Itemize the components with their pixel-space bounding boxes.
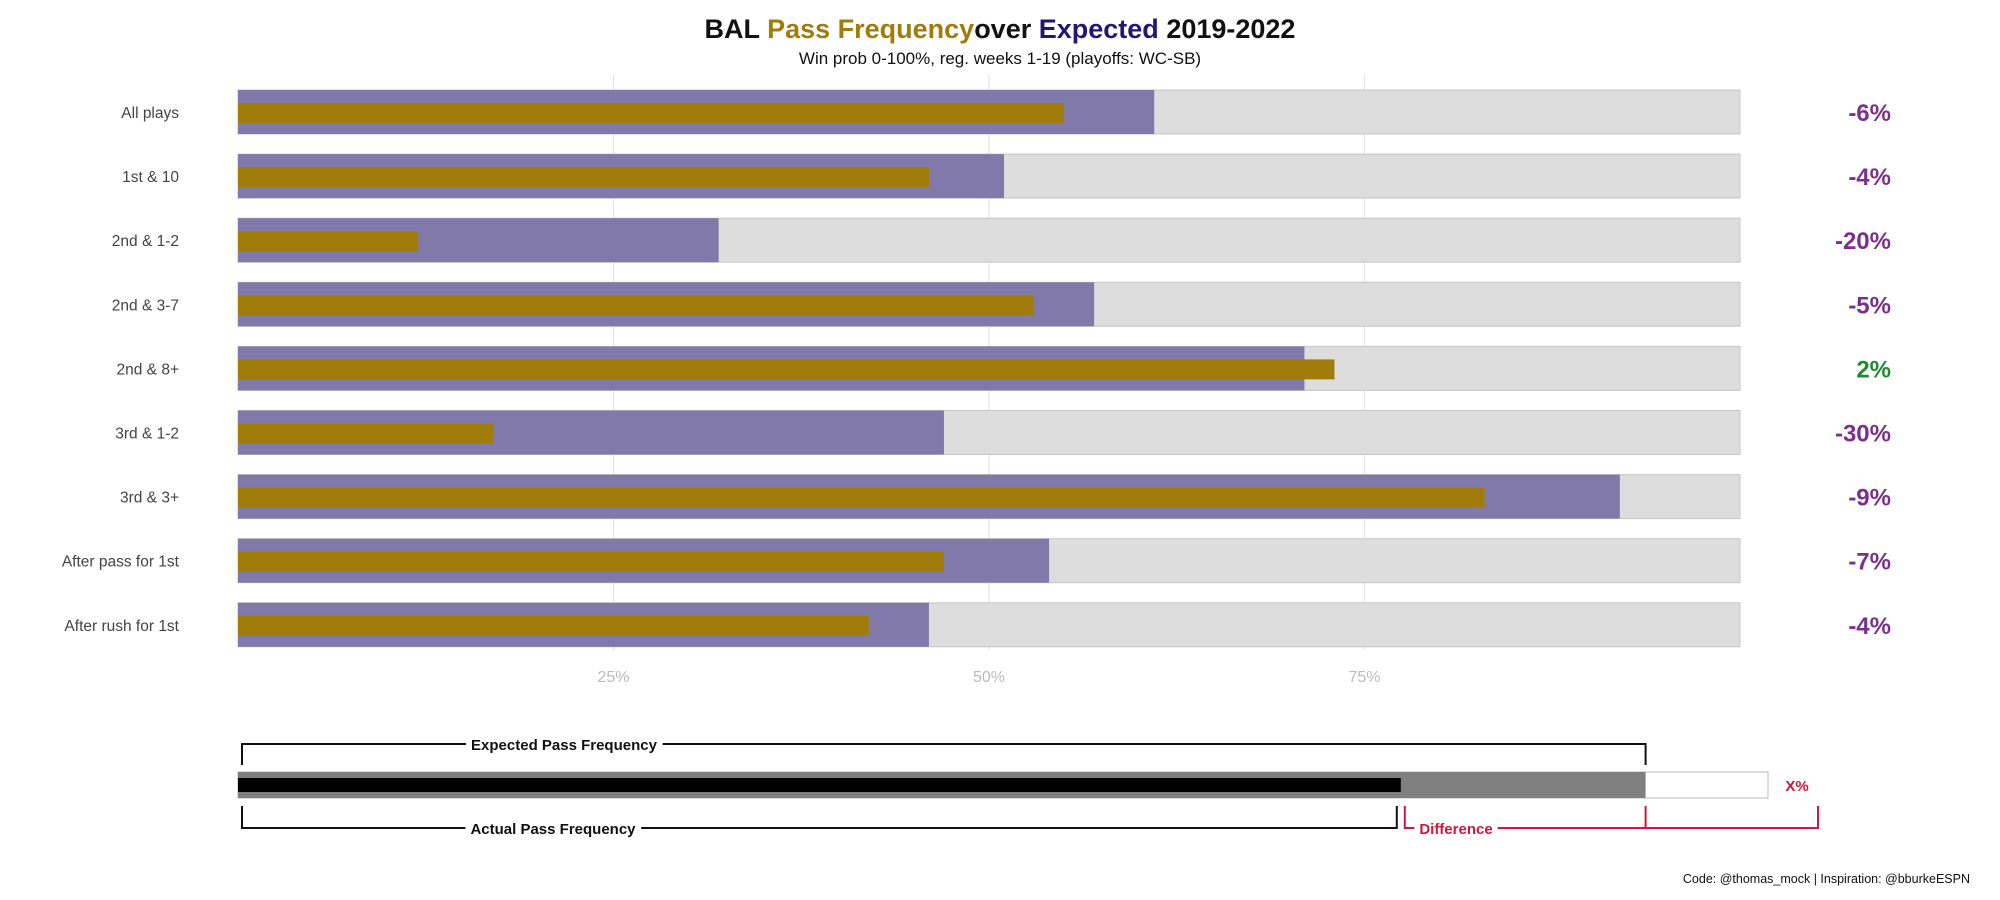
difference-label: 2% [1856, 356, 1891, 383]
category-label: 3rd & 1-2 [115, 426, 179, 443]
legend-label-backdrop [1414, 821, 1498, 838]
difference-label: -9% [1848, 485, 1891, 512]
actual-bar [238, 551, 944, 572]
category-label: 2nd & 8+ [117, 361, 179, 378]
category-label: 1st & 10 [122, 169, 179, 186]
actual-bar [238, 167, 929, 188]
x-tick-label: 50% [973, 669, 1005, 686]
difference-label: -20% [1835, 228, 1891, 255]
legend-label-backdrop [465, 821, 642, 838]
difference-label: -5% [1848, 292, 1891, 319]
title-over: over [974, 14, 1032, 44]
actual-bar [238, 295, 1035, 316]
difference-label: -7% [1848, 549, 1891, 576]
title-expected: Expected [1038, 14, 1159, 44]
x-tick-label: 75% [1348, 669, 1380, 686]
x-tick-label: 25% [597, 669, 629, 686]
legend-value-label: X% [1785, 778, 1808, 795]
title-pass: Pass [767, 14, 831, 44]
legend-actual-bar [238, 778, 1401, 792]
legend-difference-bracket [1403, 806, 1819, 829]
credit-caption: Code: @thomas_mock | Inspiration: @bburk… [1682, 872, 1970, 886]
difference-label: -30% [1835, 421, 1891, 448]
title-frequency: Frequency [837, 14, 975, 44]
category-label: 2nd & 3-7 [112, 297, 179, 314]
legend-actual-bracket [241, 806, 1398, 829]
category-label: After rush for 1st [64, 618, 179, 635]
actual-bars [238, 103, 1485, 636]
category-label: 3rd & 3+ [120, 490, 179, 507]
difference-label: -4% [1848, 613, 1891, 640]
legend-label-backdrop [466, 737, 663, 754]
difference-labels: -6% -4% -20% -5% 2% -30% -9% -7% -4% [1835, 100, 1891, 640]
legend-expected-bracket [241, 743, 1647, 765]
x-axis-ticks: 25% 50% 75% [597, 669, 1380, 686]
chart-subtitle: Win prob 0-100%, reg. weeks 1-19 (playof… [798, 49, 1202, 68]
category-label: After pass for 1st [62, 554, 180, 571]
category-label: 2nd & 1-2 [112, 233, 179, 250]
category-label: All plays [121, 105, 179, 122]
actual-bar [238, 103, 1065, 123]
title-years: 2019-2022 [1166, 14, 1296, 44]
title-team: BAL [704, 14, 760, 44]
actual-bar [238, 359, 1335, 380]
category-labels: All plays 1st & 10 2nd & 1-2 2nd & 3-7 2nd &… [62, 105, 180, 635]
actual-bar [238, 423, 494, 444]
actual-bar [238, 231, 419, 252]
legend-difference-label: Difference [1419, 821, 1492, 838]
actual-bar [238, 487, 1485, 508]
legend-expected-label: Expected Pass Frequency [471, 737, 658, 754]
legend: X% Expected Pass Frequency Actual Pass Fre… [237, 737, 1819, 838]
difference-label: -6% [1848, 100, 1891, 127]
legend-actual-label: Actual Pass Frequency [470, 821, 636, 838]
difference-label: -4% [1848, 164, 1891, 191]
chart-title: BAL Pass Frequencyover Expected 2019-202… [0, 14, 2000, 45]
actual-bar [238, 615, 869, 636]
